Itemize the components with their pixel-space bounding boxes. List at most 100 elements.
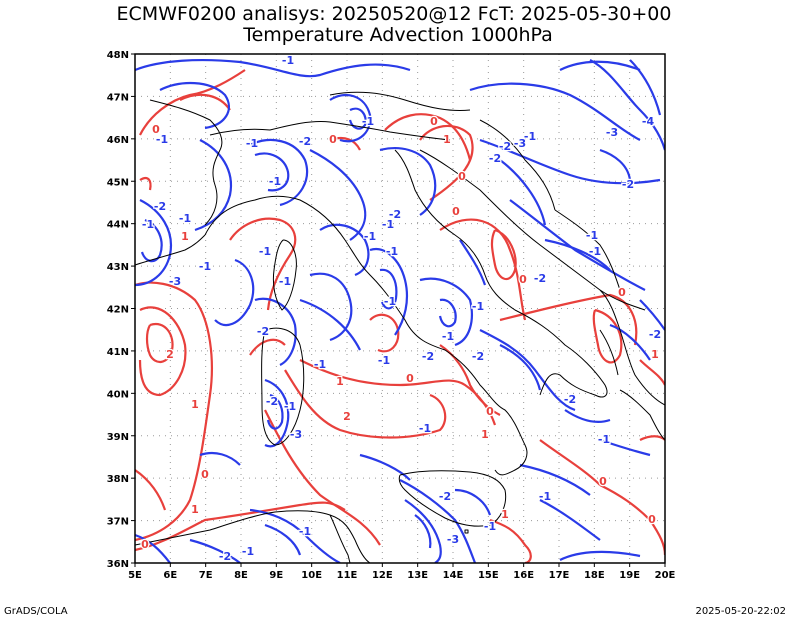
contour-label: -2 xyxy=(422,350,434,363)
x-tick-label: 15E xyxy=(478,570,499,581)
malta xyxy=(464,529,469,534)
negative-contour xyxy=(249,508,341,563)
positive-contour xyxy=(539,439,601,486)
contour-label: -1 xyxy=(269,175,281,188)
negative-contour xyxy=(214,258,255,327)
y-tick-label: 36N xyxy=(107,559,129,570)
contour-label: -2 xyxy=(439,490,451,503)
contour-label: -1 xyxy=(378,354,390,367)
alps-border-2 xyxy=(149,99,223,226)
contour-label: -2 xyxy=(266,395,278,408)
negative-contour xyxy=(404,499,442,563)
positive-contour xyxy=(329,136,361,151)
positive-contour xyxy=(369,313,400,353)
negative-contour xyxy=(559,550,641,561)
negative-contour xyxy=(140,218,163,263)
y-tick-label: 40N xyxy=(107,389,129,400)
negative-contour xyxy=(469,82,641,141)
negative-contour xyxy=(559,60,641,72)
contour-label: -2 xyxy=(472,350,484,363)
contour-label: -1 xyxy=(524,130,536,143)
coastlines xyxy=(135,91,665,563)
contour-label: -3 xyxy=(606,126,618,139)
contour-label: -1 xyxy=(364,230,376,243)
contour-label: -2 xyxy=(649,328,661,341)
y-tick-label: 42N xyxy=(107,305,129,316)
contour-label: -2 xyxy=(622,178,634,191)
negative-contour xyxy=(629,59,662,116)
negative-contour xyxy=(459,239,487,286)
negative-contour xyxy=(309,149,367,241)
x-tick-label: 17E xyxy=(549,570,570,581)
contour-label: -1 xyxy=(362,115,374,128)
sicily xyxy=(398,470,507,527)
negative-contour xyxy=(438,298,457,328)
contour-label: 1 xyxy=(191,398,199,411)
contour-label: -1 xyxy=(299,525,311,538)
contour-label: -1 xyxy=(242,545,254,558)
negative-contour xyxy=(589,59,665,151)
negative-contour xyxy=(159,81,230,130)
north-africa-coast xyxy=(135,510,371,563)
positive-contour xyxy=(135,281,213,542)
positive-contour xyxy=(135,501,346,552)
positive-contour xyxy=(439,218,527,321)
negative-contour xyxy=(199,451,241,466)
french-coast xyxy=(135,234,206,266)
y-tick-label: 48N xyxy=(107,50,129,61)
positive-contour xyxy=(139,176,152,191)
negative-contour xyxy=(329,93,372,143)
negative-contour xyxy=(135,533,171,563)
negative-contour xyxy=(519,463,591,496)
positive-contour xyxy=(179,93,231,111)
contour-label: -1 xyxy=(282,54,294,67)
y-tick-label: 44N xyxy=(107,220,129,231)
contour-label: -1 xyxy=(199,260,211,273)
negative-contour xyxy=(254,152,290,192)
contour-label: -2 xyxy=(299,135,311,148)
balkan-border-1 xyxy=(479,119,556,211)
y-tick-label: 37N xyxy=(107,517,129,528)
negative-contour xyxy=(264,378,290,448)
title-line2: Temperature Advection 1000hPa xyxy=(242,24,553,46)
positive-contour xyxy=(384,113,472,161)
contour-label: 0 xyxy=(519,273,527,286)
negative-contour xyxy=(599,148,632,181)
negative-contour xyxy=(509,199,646,291)
positive-contour xyxy=(145,322,174,363)
negative-contour xyxy=(539,499,601,541)
contour-label: -1 xyxy=(279,275,291,288)
croatia-coast xyxy=(419,149,646,311)
contour-label: 0 xyxy=(648,513,656,526)
positive-contour xyxy=(599,484,665,556)
y-tick-label: 47N xyxy=(107,92,129,103)
contour-field: -1-2-1-2-1 -1-1-31-1-1-2-1-1-1-1-2 -1-3120… xyxy=(135,54,665,563)
contour-label: 0 xyxy=(329,133,337,146)
negative-contour xyxy=(599,438,651,457)
contour-label: -1 xyxy=(586,229,598,242)
positive-contour xyxy=(135,469,167,511)
x-tick-label: 9E xyxy=(269,570,283,581)
x-tick-label: 12E xyxy=(372,570,393,581)
contour-label: -1 xyxy=(472,300,484,313)
contour-label: 0 xyxy=(406,372,414,385)
positive-contour xyxy=(138,306,187,397)
balkan-coast xyxy=(599,289,665,406)
x-tick-label: 19E xyxy=(619,570,640,581)
x-tick-label: 8E xyxy=(234,570,248,581)
title-line1: ECMWF0200 analisys: 20250520@12 FcT: 202… xyxy=(117,3,672,25)
contour-label: -2 xyxy=(389,208,401,221)
sardinia xyxy=(261,327,305,446)
contour-label: 0 xyxy=(152,123,160,136)
contour-label: -1 xyxy=(284,400,296,413)
contour-label: -1 xyxy=(598,433,610,446)
negative-contour xyxy=(189,538,241,563)
tunisia-coast xyxy=(329,514,351,563)
italy-adriatic-coast xyxy=(394,149,608,398)
x-tick-label: 13E xyxy=(407,570,428,581)
contour-label: -2 xyxy=(534,272,546,285)
contour-label: 0 xyxy=(430,115,438,128)
contour-label: -3 xyxy=(447,533,459,546)
negative-contour xyxy=(359,453,411,481)
